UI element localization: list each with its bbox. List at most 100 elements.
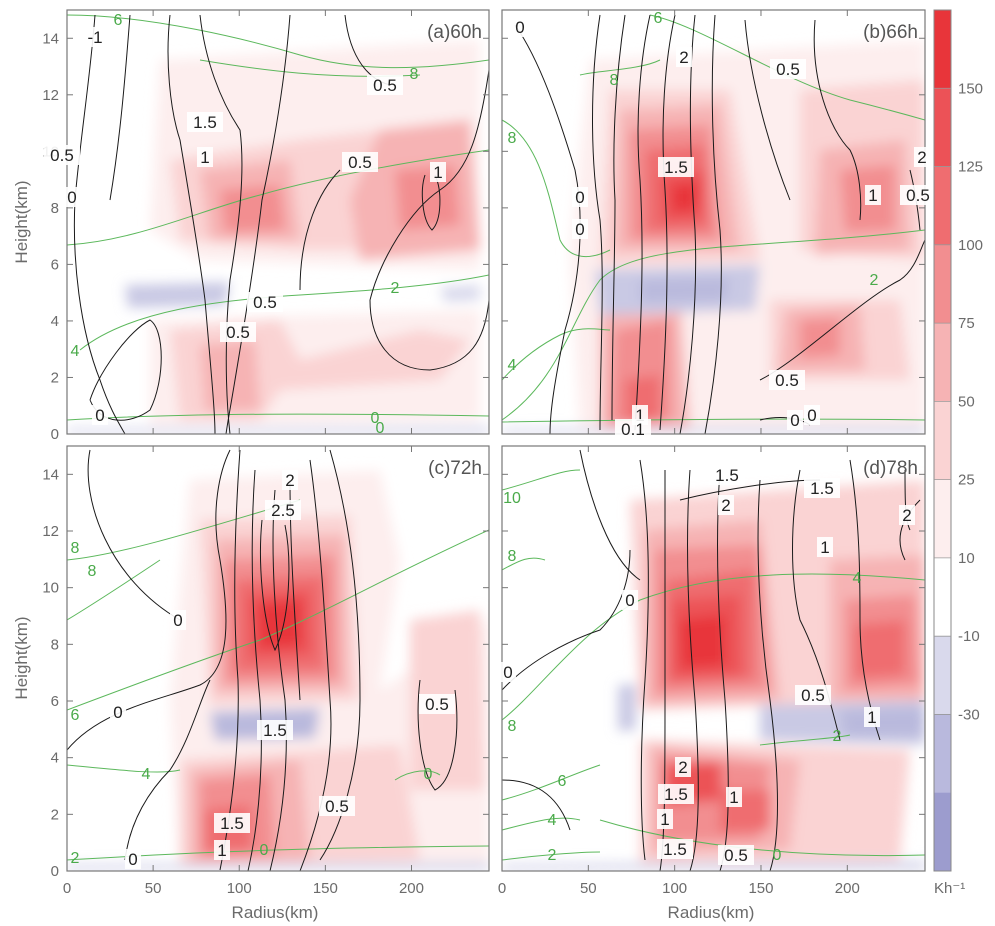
black-contour-label: 0: [67, 188, 76, 207]
black-contour-label: 0: [503, 663, 512, 682]
panel-d-fill: [502, 446, 925, 871]
contour-label-bg: [572, 187, 588, 207]
colorbar-swatch: [934, 792, 951, 872]
x-tick-label: 100: [227, 880, 252, 897]
contour-label-bg: [512, 17, 528, 37]
green-contour-label: 2: [391, 280, 400, 297]
black-contour-label: 0.5: [373, 76, 397, 95]
green-contour-label: 6: [654, 10, 663, 27]
black-contour-label: 1: [433, 163, 442, 182]
colorbar-level-label: 10: [958, 550, 975, 567]
green-contour-label: 4: [508, 357, 517, 374]
black-contour-label: 0.5: [50, 146, 74, 165]
x-axis-label-left: Radius(km): [232, 903, 319, 922]
contour-label-bg: [282, 470, 298, 490]
contour-label-bg: [726, 787, 742, 807]
black-contour-label: 2: [917, 148, 926, 167]
colorbar-swatch: [934, 401, 951, 481]
y-tick-label: 0: [51, 863, 59, 880]
green-contour-label: 8: [508, 718, 517, 735]
colorbar-level-label: 75: [958, 315, 975, 332]
y-tick-label: 8: [51, 200, 59, 217]
colorbar-swatch: [934, 636, 951, 715]
black-contour-label: 1: [820, 538, 829, 557]
black-contour-label: 0.5: [425, 695, 449, 714]
black-contour-label: 2.5: [271, 501, 295, 520]
green-contour-label: 8: [508, 548, 517, 565]
black-contour-label: 2: [679, 48, 688, 67]
black-contour-label: 0.5: [776, 60, 800, 79]
x-tick-label: 50: [145, 880, 162, 897]
contour-label-bg: [44, 145, 80, 165]
black-contour-label: 1: [868, 186, 877, 205]
contour-label-bg: [658, 157, 694, 177]
black-contour-label: 1.5: [664, 158, 688, 177]
panel-a-fill: [67, 10, 489, 434]
panel-a-title: (a)60h: [427, 22, 482, 43]
black-contour-label: 0.5: [348, 153, 372, 172]
contour-label-bg: [795, 685, 831, 705]
contour-label-bg: [914, 147, 930, 167]
contour-label-bg: [658, 784, 694, 804]
panel-d-axes: 0 50 100 150 200: [498, 446, 925, 897]
colorbar-level-label: 150: [958, 80, 983, 97]
panel-a-frame: [66, 9, 490, 435]
black-contour-label: 1.5: [715, 466, 739, 485]
contour-label-bg: [804, 478, 840, 498]
contour-label-bg: [92, 405, 108, 425]
panel-b-axes: [501, 10, 925, 435]
panel-c: (c)72h: [66, 445, 490, 872]
green-contour-label: 4: [853, 570, 862, 587]
black-contour-label: 0: [113, 703, 122, 722]
colorbar-level-label: 125: [958, 159, 983, 176]
panel-d: (d)78h: [501, 445, 926, 872]
black-contour-label: 0.5: [226, 323, 250, 342]
contour-label-bg: [214, 813, 250, 833]
black-contour-label: 0: [625, 591, 634, 610]
black-contour-label: 0.5: [775, 371, 799, 390]
x-axis-label-right: Radius(km): [668, 903, 755, 922]
x-tick-label: 50: [580, 880, 597, 897]
green-contour-label: 2: [548, 847, 557, 864]
black-contour-label: 1: [200, 148, 209, 167]
contour-label-bg: [367, 75, 403, 95]
colorbar-level-label: -30: [958, 706, 980, 723]
black-contour-label: 2: [678, 758, 687, 777]
green-contour-label: 0: [773, 847, 782, 864]
x-tick-label: 200: [399, 880, 424, 897]
green-contour-label: 0: [424, 766, 433, 783]
colorbar-level-label: -10: [958, 628, 980, 645]
contour-label-bg: [214, 840, 230, 860]
panel-c-title: (c)72h: [428, 458, 482, 479]
black-contour-label: 0.5: [906, 186, 930, 205]
black-contour-label: 0: [173, 611, 182, 630]
y-tick-label: 10: [42, 580, 59, 597]
contour-label-bg: [770, 59, 806, 79]
green-contour-label: 8: [88, 563, 97, 580]
panel-b-black-contours: [514, 14, 925, 434]
black-contour-label: 0: [515, 18, 524, 37]
contour-label-bg: [787, 410, 803, 430]
colorbar-level-label: 100: [958, 237, 983, 254]
green-contour-label: 4: [548, 812, 557, 829]
colorbar-swatch: [934, 88, 951, 168]
panel-b-green-contours: [502, 14, 925, 423]
contour-label-bg: [82, 27, 108, 47]
green-contour-label: 8: [508, 130, 517, 147]
y-axis-label-bottom: Height(km): [12, 616, 31, 699]
black-contour-label: 1.5: [663, 840, 687, 859]
black-contour-label: 1.5: [263, 721, 287, 740]
contour-label-bg: [675, 757, 691, 777]
panel-d-frame: [501, 445, 926, 872]
green-contour-label: 2: [71, 850, 80, 867]
y-tick-label: 0: [51, 426, 59, 443]
black-contour-label: 1.5: [193, 113, 217, 132]
black-contour-label: 0.5: [253, 293, 277, 312]
colorbar-level-label: 25: [958, 472, 975, 489]
y-tick-label: 14: [42, 466, 59, 483]
contour-label-bg: [900, 185, 936, 205]
green-contour-label: 4: [71, 343, 80, 360]
contour-label-bg: [657, 839, 693, 859]
black-contour-label: 0: [807, 406, 816, 425]
